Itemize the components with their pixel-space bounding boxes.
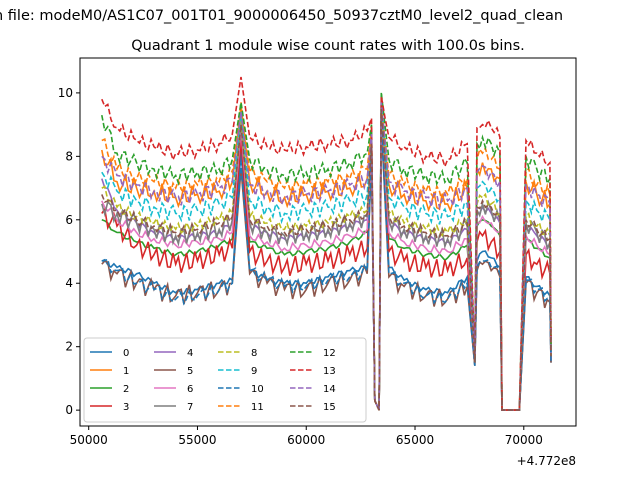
series-line-7 (101, 105, 552, 411)
legend-label-5: 5 (187, 366, 193, 377)
x-tick-label: 65000 (396, 433, 434, 447)
series-line-3 (101, 111, 552, 411)
plot-area (79, 57, 577, 427)
x-tick-label: 60000 (287, 433, 325, 447)
series-layer (101, 76, 552, 411)
legend-label-10: 10 (251, 384, 264, 395)
y-tick-label: 2 (65, 340, 73, 354)
legend-frame (83, 337, 367, 423)
legend-label-2: 2 (123, 384, 129, 395)
y-tick-label: 10 (58, 86, 73, 100)
y-tick-label: 4 (65, 276, 73, 290)
axes-frame (79, 57, 577, 427)
figure-suptitle: n file: modeM0/AS1C07_001T01_9000006450_… (0, 8, 563, 24)
y-tick-label: 6 (65, 213, 73, 227)
series-line-12 (101, 92, 552, 411)
series-line-14 (101, 102, 552, 411)
series-line-2 (101, 92, 552, 411)
x-tick-label: 70000 (505, 433, 543, 447)
y-axis: 0 2 4 6 8 10 (58, 86, 80, 417)
y-tick-label: 0 (65, 403, 73, 417)
legend-label-6: 6 (187, 384, 193, 395)
legend-label-1: 1 (123, 366, 129, 377)
series-line-13 (101, 76, 552, 411)
legend-label-15: 15 (323, 402, 336, 413)
legend-label-7: 7 (187, 402, 193, 413)
series-line-11 (101, 102, 552, 411)
series-line-10 (101, 121, 552, 411)
legend-label-8: 8 (251, 348, 257, 359)
legend-label-3: 3 (123, 402, 129, 413)
legend-label-11: 11 (251, 402, 264, 413)
legend-label-13: 13 (323, 366, 336, 377)
x-tick-label: 55000 (178, 433, 216, 447)
y-tick-label: 8 (65, 149, 73, 163)
legend-label-0: 0 (123, 348, 129, 359)
series-line-0 (101, 124, 552, 411)
series-line-15 (101, 108, 552, 411)
legend-label-4: 4 (187, 348, 193, 359)
chart-title: Quadrant 1 module wise count rates with … (131, 38, 525, 54)
series-line-9 (101, 99, 552, 411)
x-tick-label: 50000 (70, 433, 108, 447)
legend-label-12: 12 (323, 348, 336, 359)
series-line-6 (101, 108, 552, 411)
legend-label-9: 9 (251, 366, 257, 377)
legend-label-14: 14 (323, 384, 336, 395)
x-offset-label: +4.772e8 (517, 454, 576, 468)
x-axis: 50000 55000 60000 65000 70000 (70, 426, 543, 447)
